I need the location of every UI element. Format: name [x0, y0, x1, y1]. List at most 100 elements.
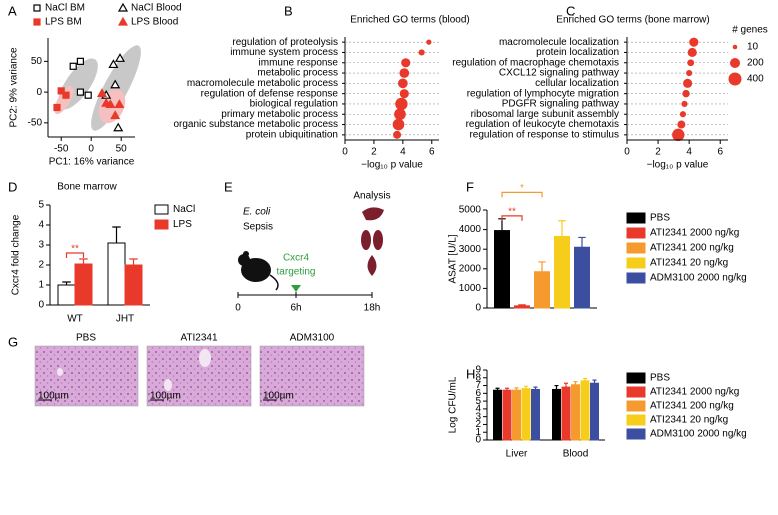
- dot: [393, 130, 402, 139]
- size-legend-dot: [728, 72, 742, 86]
- error-bar: [112, 226, 121, 243]
- significance-bracket: [501, 191, 543, 198]
- time-label: 6h: [290, 303, 301, 314]
- category-label: regulation of proteolysis: [232, 37, 338, 48]
- y-tick-label: 0: [475, 435, 481, 446]
- category-label: macromolecule localization: [499, 37, 619, 48]
- x-tick-label: 0: [342, 147, 348, 158]
- organ-icon: [373, 230, 383, 250]
- legend-swatch: [626, 272, 646, 284]
- legend-swatch: [626, 386, 646, 398]
- y-tick-label: 4: [475, 404, 481, 415]
- y-tick-label: 3000: [459, 244, 482, 255]
- image-label: ADM3100: [290, 333, 335, 344]
- y-axis-label: Log CFU/mL: [448, 376, 459, 433]
- dot: [682, 89, 690, 98]
- y-tick-label: 0: [36, 87, 42, 98]
- y-tick-label: 9: [475, 365, 481, 376]
- legend-swatch: [626, 414, 646, 426]
- x-tick-label: WT: [67, 314, 83, 325]
- legend-swatch: [626, 212, 646, 224]
- y-tick-label: 6: [475, 388, 481, 399]
- bar: [74, 263, 93, 306]
- size-legend-label: 10: [747, 42, 759, 53]
- legend-marker: [33, 18, 41, 26]
- histology-image: [259, 345, 365, 407]
- dot: [392, 118, 405, 131]
- x-tick-label: 4: [686, 147, 692, 158]
- error-bar: [564, 382, 568, 388]
- legend-label: ATI2341 20 ng/kg: [650, 258, 728, 269]
- legend-label: ADM3100 2000 ng/kg: [650, 273, 747, 284]
- error-bar: [554, 384, 559, 390]
- legend-label: LPS BM: [45, 17, 82, 28]
- x-tick-label: 0: [88, 144, 94, 155]
- y-tick-label: 8: [475, 372, 481, 383]
- point: [96, 88, 108, 97]
- size-legend-label: 200: [747, 58, 764, 69]
- legend-marker: [117, 2, 129, 12]
- point: [101, 97, 112, 107]
- point: [57, 87, 65, 95]
- image-label: ATI2341: [180, 333, 217, 344]
- y-tick-label: 2: [38, 260, 44, 271]
- point: [110, 110, 121, 120]
- x-tick-label: 2: [371, 147, 377, 158]
- y-tick-label: 0: [475, 303, 481, 314]
- condition: Sepsis: [243, 222, 273, 233]
- bar: [502, 389, 512, 441]
- legend-marker: [117, 16, 129, 26]
- x-tick-label: Blood: [563, 449, 589, 460]
- category-label: regulation of macrophage chemotaxis: [452, 57, 619, 68]
- category-label: primary metabolic process: [221, 109, 338, 120]
- dot: [399, 89, 409, 99]
- chart-title: Bone marrow: [57, 182, 117, 193]
- legend-swatch: [626, 257, 646, 269]
- dot: [397, 78, 408, 89]
- legend-label: ATI2341 20 ng/kg: [650, 415, 728, 426]
- point: [108, 59, 119, 69]
- legend-label: PBS: [650, 213, 670, 224]
- legend-marker: [33, 4, 41, 12]
- scale-label: 100µm: [150, 391, 181, 402]
- y-tick-label: 1000: [459, 283, 482, 294]
- dot: [426, 39, 432, 45]
- treatment: targeting: [277, 267, 316, 278]
- bar: [571, 384, 580, 441]
- dot: [687, 47, 697, 58]
- legend-label: ADM3100 2000 ng/kg: [650, 429, 747, 440]
- panel-label: D: [8, 179, 17, 194]
- dot: [672, 128, 685, 142]
- vessel: [199, 349, 211, 367]
- legend-label: NaCl Blood: [131, 3, 182, 14]
- organism: E. coli: [243, 207, 271, 218]
- legend-label: ATI2341 2000 ng/kg: [650, 387, 739, 398]
- x-tick-label: Liver: [506, 449, 528, 460]
- point: [62, 91, 70, 99]
- y-tick-label: 7: [475, 380, 481, 391]
- category-label: regulation of lymphocyte migration: [467, 88, 619, 99]
- histology-image: [146, 345, 252, 407]
- bar: [512, 389, 521, 441]
- y-tick-label: 1: [475, 427, 481, 438]
- panel-label: E: [224, 179, 233, 194]
- panel-label: G: [8, 334, 18, 349]
- panel-label: C: [566, 3, 575, 18]
- time-label: 18h: [364, 303, 381, 314]
- x-tick-label: 6: [429, 147, 435, 158]
- legend-label: ATI2341 200 ng/kg: [650, 401, 734, 412]
- point: [84, 91, 92, 99]
- x-tick-label: -50: [54, 144, 69, 155]
- organ-icon: [367, 255, 377, 276]
- x-tick-label: 6: [717, 147, 723, 158]
- y-tick-label: 50: [31, 56, 43, 67]
- histology: PBS ATI2341 ADM3100 100µm 100µm 100µm: [34, 333, 365, 407]
- category-label: immune system process: [230, 47, 338, 58]
- bar: [57, 284, 76, 306]
- mouse-icon: [238, 254, 250, 266]
- panel-label: H: [466, 366, 475, 381]
- category-label: CXCL12 signaling pathway: [499, 68, 619, 79]
- size-legend-dot: [729, 57, 741, 69]
- size-legend-label: 400: [747, 74, 764, 85]
